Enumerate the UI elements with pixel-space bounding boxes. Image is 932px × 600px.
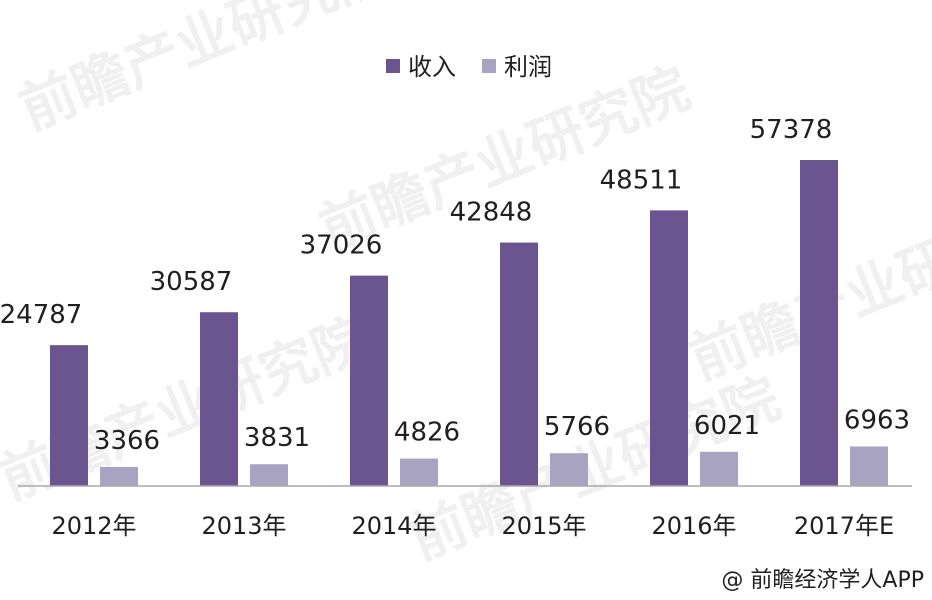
revenue-bar-1	[200, 312, 238, 486]
source-credit: @ 前瞻经济学人APP	[721, 568, 924, 593]
legend-label-1: 利润	[504, 53, 552, 81]
revenue-label-1: 30587	[150, 267, 233, 297]
x-tick-label-1: 2013年	[201, 512, 286, 540]
profit-label-5: 6963	[844, 405, 910, 435]
legend-swatch-1	[482, 59, 496, 73]
profit-bar-2	[400, 458, 438, 486]
profit-bar-4	[700, 451, 738, 486]
revenue-label-2: 37026	[300, 231, 383, 261]
revenue-label-4: 48511	[600, 165, 683, 195]
revenue-label-3: 42848	[450, 198, 533, 228]
profit-bar-0	[100, 466, 138, 486]
revenue-bar-2	[350, 275, 388, 486]
profit-label-3: 5766	[544, 412, 610, 442]
watermark-layer: 前瞻产业研究院前瞻产业研究院前瞻产业研究院前瞻产业研究院前瞻产业研究院	[0, 0, 932, 573]
watermark-0: 前瞻产业研究院	[11, 0, 399, 143]
revenue-bar-4	[650, 210, 688, 487]
legend-swatch-0	[386, 59, 400, 73]
profit-label-0: 3366	[94, 426, 160, 456]
x-tick-label-2: 2014年	[351, 512, 436, 540]
profit-bar-1	[250, 464, 288, 486]
revenue-bar-0	[50, 345, 88, 486]
x-tick-label-4: 2016年	[651, 512, 736, 540]
profit-bar-5	[850, 446, 888, 486]
profit-label-1: 3831	[244, 423, 310, 453]
x-tick-label-3: 2015年	[501, 512, 586, 540]
profit-bar-3	[550, 453, 588, 486]
x-tick-label-0: 2012年	[51, 512, 136, 540]
data-labels-layer: 24787 3366 30587 3831 37026 4826 42848 5766 4851…	[0, 115, 910, 456]
profit-label-2: 4826	[394, 418, 460, 448]
profit-label-4: 6021	[694, 411, 760, 441]
legend-label-0: 收入	[408, 53, 456, 81]
revenue-label-5: 57378	[750, 115, 833, 145]
x-tick-labels: 2012年 2013年 2014年 2015年 2016年 2017年E	[51, 512, 894, 540]
legend: 收入 利润	[386, 53, 552, 81]
revenue-bar-3	[500, 242, 538, 486]
x-tick-label-5: 2017年E	[794, 512, 894, 540]
bars-layer	[50, 160, 888, 487]
revenue-bar-5	[800, 160, 838, 486]
revenue-label-0: 24787	[0, 300, 82, 330]
